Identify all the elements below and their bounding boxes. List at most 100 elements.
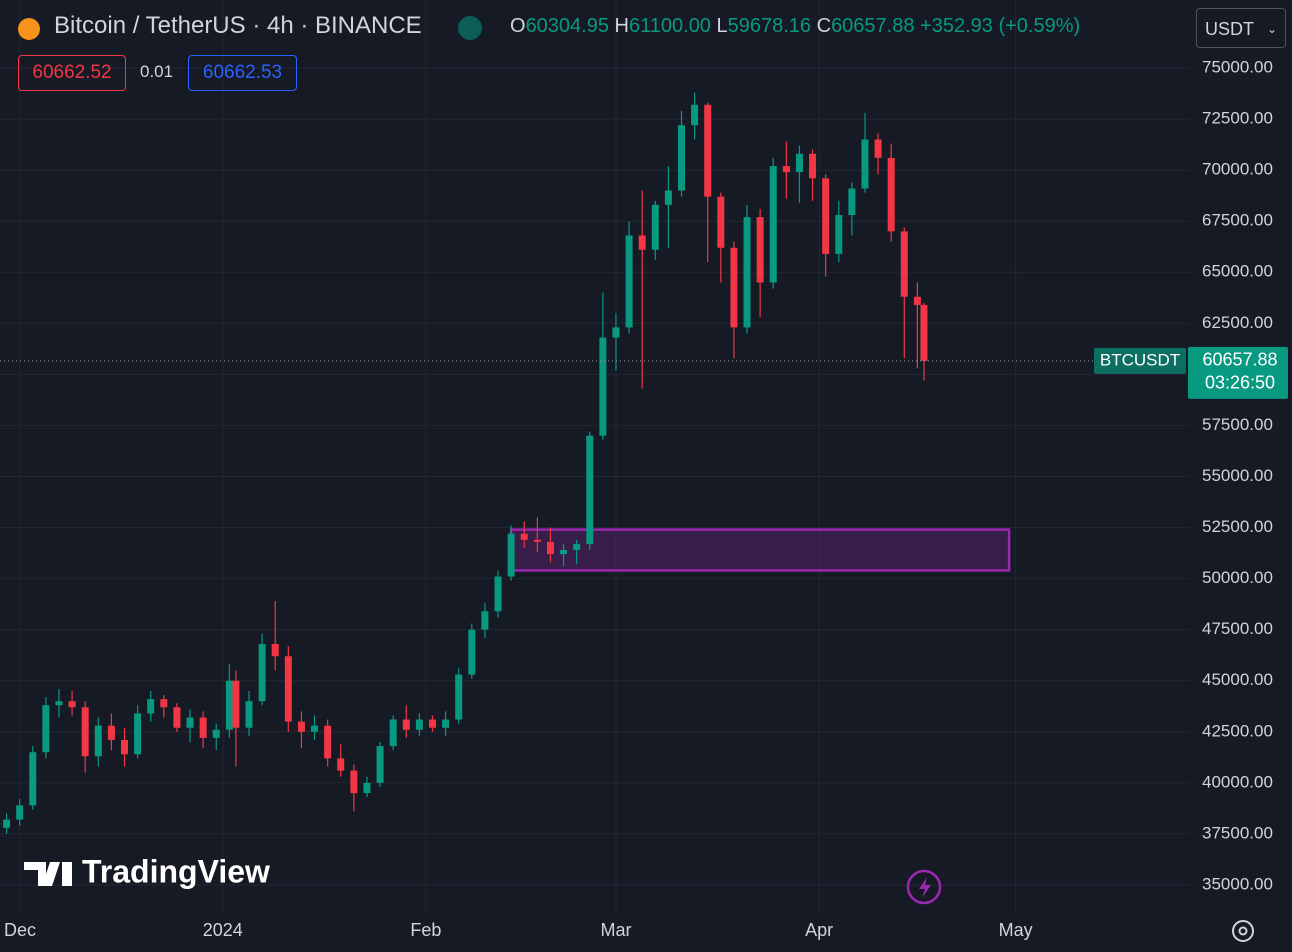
- candle-body: [311, 725, 319, 732]
- candle-body: [376, 746, 384, 783]
- candle-body: [389, 719, 397, 747]
- candle-body: [874, 139, 882, 158]
- watermark-text: TradingView: [82, 853, 270, 889]
- candle-body: [822, 178, 830, 254]
- candle-body: [297, 721, 305, 732]
- candle-body: [199, 717, 207, 738]
- x-tick-label: Apr: [805, 920, 833, 940]
- dropdown-arrow: ⌄: [1266, 22, 1277, 36]
- x-tick-label: May: [999, 920, 1033, 940]
- candle-body: [809, 153, 817, 179]
- candle-body: [16, 805, 24, 820]
- candle-body: [691, 104, 699, 126]
- symbol-title[interactable]: Bitcoin / TetherUS · 4h · BINANCE: [54, 12, 422, 39]
- candle-body: [94, 725, 102, 757]
- c-value: 60657.88: [831, 15, 915, 37]
- buy-button[interactable]: 60662.53: [188, 55, 297, 91]
- y-tick-label: 62500.00: [1202, 313, 1273, 332]
- watermark: TradingView: [24, 853, 270, 889]
- candle-body: [920, 304, 928, 361]
- o-value: 60304.95: [525, 15, 609, 37]
- candle-body: [795, 153, 803, 173]
- candle-body: [271, 643, 279, 657]
- candle-body: [612, 327, 620, 338]
- candle-body: [225, 680, 233, 730]
- candle-body: [599, 337, 607, 436]
- x-tick-label: Feb: [410, 920, 441, 940]
- candle-body: [533, 539, 541, 542]
- o-label: O: [510, 15, 526, 37]
- symbol-tag-label: BTCUSDT: [1100, 350, 1180, 369]
- candle-body: [258, 643, 266, 702]
- change: +352.93 (+0.59%): [920, 15, 1081, 37]
- candle-body: [428, 719, 436, 728]
- candle-body: [900, 231, 908, 297]
- candle-body: [337, 758, 345, 771]
- candle-body: [186, 717, 194, 728]
- l-value: 59678.16: [727, 15, 812, 37]
- candle-body: [147, 699, 155, 714]
- candle-body: [415, 719, 423, 730]
- sell-button[interactable]: 60662.52: [18, 55, 126, 91]
- candle-body: [107, 725, 115, 740]
- candle-body: [455, 674, 463, 720]
- candle-body: [677, 125, 685, 191]
- candle-body: [769, 166, 777, 283]
- candle-body: [468, 629, 476, 675]
- price-tag-countdown: 03:26:50: [1205, 373, 1275, 393]
- candle-body: [520, 533, 528, 540]
- candle-body: [173, 707, 181, 728]
- settings-icon[interactable]: [1232, 920, 1254, 942]
- candle-body: [3, 819, 11, 828]
- y-tick-label: 52500.00: [1202, 517, 1273, 536]
- price-tag-value: 60657.88: [1202, 350, 1277, 370]
- status-dot: [458, 16, 482, 40]
- grid: [0, 0, 1190, 915]
- candle-body: [861, 139, 869, 189]
- currency-select[interactable]: USDT ⌄: [1196, 8, 1286, 48]
- price-tag: [1188, 346, 1288, 399]
- candle-body: [29, 752, 37, 806]
- y-tick-label: 55000.00: [1202, 466, 1273, 485]
- candle-body: [625, 235, 633, 328]
- candle-body: [81, 707, 89, 757]
- l-label: L: [716, 15, 728, 37]
- candle-body: [481, 611, 489, 630]
- candle-body: [442, 719, 450, 728]
- ohlc: O60304.95 H61100.00 L59678.16 C60657.88 …: [510, 15, 1080, 38]
- candle-body: [887, 157, 895, 232]
- y-tick-label: 40000.00: [1202, 772, 1273, 791]
- y-tick-label: 42500.00: [1202, 721, 1273, 740]
- candle-body: [350, 770, 358, 794]
- candle-body: [232, 680, 240, 728]
- candle-body: [507, 533, 515, 577]
- x-tick-label: 2024: [203, 920, 243, 940]
- y-tick-label: 75000.00: [1202, 57, 1273, 76]
- candle-body: [913, 296, 921, 305]
- y-tick-label: 35000.00: [1202, 874, 1273, 893]
- candle-body: [494, 576, 502, 612]
- candle-body: [363, 782, 371, 794]
- c-label: C: [816, 15, 832, 37]
- y-tick-label: 65000.00: [1202, 262, 1273, 281]
- candle-body: [586, 435, 594, 544]
- candle-body: [704, 104, 712, 197]
- candle-body: [42, 705, 50, 753]
- candle-body: [743, 217, 751, 328]
- currency: USDT: [1205, 19, 1254, 39]
- y-tick-label: 67500.00: [1202, 211, 1273, 230]
- h-label: H: [614, 15, 629, 37]
- candle-body: [402, 719, 410, 730]
- replay-icon[interactable]: [906, 869, 942, 905]
- candle-body: [638, 235, 646, 250]
- y-tick-label: 37500.00: [1202, 823, 1273, 842]
- candle-body: [573, 543, 581, 551]
- candle-body: [848, 188, 856, 216]
- y-tick-label: 50000.00: [1202, 568, 1273, 587]
- h-value: 61100.00: [629, 15, 711, 37]
- y-tick-label: 72500.00: [1202, 109, 1273, 128]
- y-tick-label: 57500.00: [1202, 415, 1273, 434]
- candle-body: [55, 701, 63, 706]
- candle-body: [245, 701, 253, 728]
